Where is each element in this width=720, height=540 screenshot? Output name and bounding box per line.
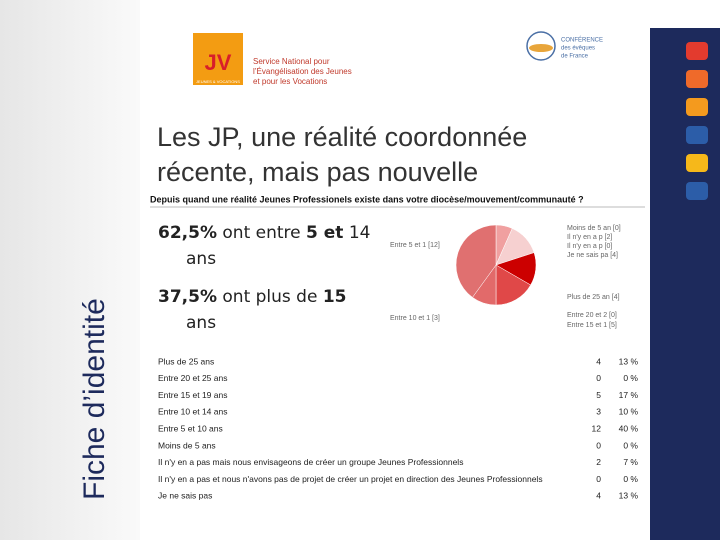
table-percent: 0 % — [623, 440, 638, 450]
table-label: Moins de 5 ans — [158, 440, 216, 450]
conference-line: de France — [561, 54, 589, 60]
bullet-text: ont plus de — [216, 287, 323, 307]
pie-label: Entre 20 et 2 [0] — [567, 312, 617, 319]
table-label: Il n'y en a pas et nous n'avons pas de p… — [158, 474, 543, 484]
pie-label: Entre 5 et 1 [12] — [390, 242, 440, 249]
table-count: 0 — [596, 373, 601, 383]
table-count: 4 — [596, 356, 601, 366]
table-count: 4 — [596, 491, 601, 501]
table-percent: 13 % — [619, 491, 639, 501]
bullet-text: ont entre — [216, 223, 307, 243]
sidebar-title: Fiche d’identité — [78, 298, 111, 500]
table-label: Il n'y en a pas mais nous envisageons de… — [158, 457, 463, 467]
bullet-text: 37,5% — [158, 287, 217, 307]
table-count: 2 — [596, 457, 601, 467]
decor-squares — [686, 42, 708, 200]
table-label: Entre 5 et 10 ans — [158, 423, 223, 433]
conference-line: des évêques — [561, 46, 595, 52]
table-label: Entre 10 et 14 ans — [158, 407, 227, 417]
table-label: Entre 20 et 25 ans — [158, 373, 227, 383]
pie-label: Entre 10 et 1 [3] — [390, 315, 440, 322]
conference-line: CONFÉRENCE — [561, 37, 603, 44]
table-percent: 40 % — [619, 423, 639, 433]
pie-label: Moins de 5 an [0] — [567, 225, 621, 232]
bullet-text: 5 et — [306, 223, 344, 243]
logo-acronym: JV — [205, 50, 232, 75]
pie-label: Plus de 25 an [4] — [567, 294, 620, 301]
table-count: 0 — [596, 440, 601, 450]
left-panel — [0, 0, 140, 540]
survey-question: Depuis quand une réalité Jeunes Professi… — [150, 194, 584, 204]
right-strip — [650, 28, 720, 540]
table-label: Je ne sais pas — [158, 491, 212, 501]
table-label: Entre 15 et 19 ans — [158, 390, 227, 400]
slide-title: Les JP, une réalité coordonnée — [157, 122, 527, 152]
table-percent: 13 % — [619, 356, 639, 366]
table-count: 12 — [592, 423, 602, 433]
pie-label: Je ne sais pa [4] — [567, 252, 618, 259]
pie-label: Il n'y en a p [0] — [567, 243, 612, 250]
table-label: Plus de 25 ans — [158, 356, 214, 366]
bullet-list: 62,5% ont entre 5 et 14 ans 37,5% ont plu… — [158, 220, 373, 348]
slide-title: récente, mais pas nouvelle — [157, 157, 478, 187]
bullet: 62,5% ont entre 5 et 14 ans — [158, 220, 373, 272]
pie-slice — [455, 224, 497, 298]
bullet-text: 14 ans — [186, 223, 371, 269]
table-percent: 7 % — [623, 457, 638, 467]
logo-caption: JEUNES & VOCATIONS — [196, 79, 240, 84]
jv-logo: JV JEUNES & VOCATIONS Service National p… — [193, 33, 352, 86]
logo-line: Service National pour — [253, 57, 330, 66]
bullet: 37,5% ont plus de 15 ans — [158, 284, 373, 336]
bullet-text: ans — [186, 313, 217, 333]
logo-line: l’Évangélisation des Jeunes — [253, 67, 352, 76]
pie-label: Entre 15 et 1 [5] — [567, 322, 617, 329]
table-percent: 10 % — [619, 407, 639, 417]
table-percent: 17 % — [619, 390, 639, 400]
table-count: 5 — [596, 390, 601, 400]
table-count: 3 — [596, 407, 601, 417]
bullet-text: 15 — [322, 287, 347, 307]
bullet-text: 62,5% — [158, 223, 217, 243]
pie-label: Il n'y en a p [2] — [567, 234, 612, 241]
table-count: 0 — [596, 474, 601, 484]
logo-line: et pour les Vocations — [253, 77, 327, 86]
table-percent: 0 % — [623, 474, 638, 484]
conference-logo: CONFÉRENCE des évêques de France — [526, 31, 603, 61]
table-percent: 0 % — [623, 373, 638, 383]
